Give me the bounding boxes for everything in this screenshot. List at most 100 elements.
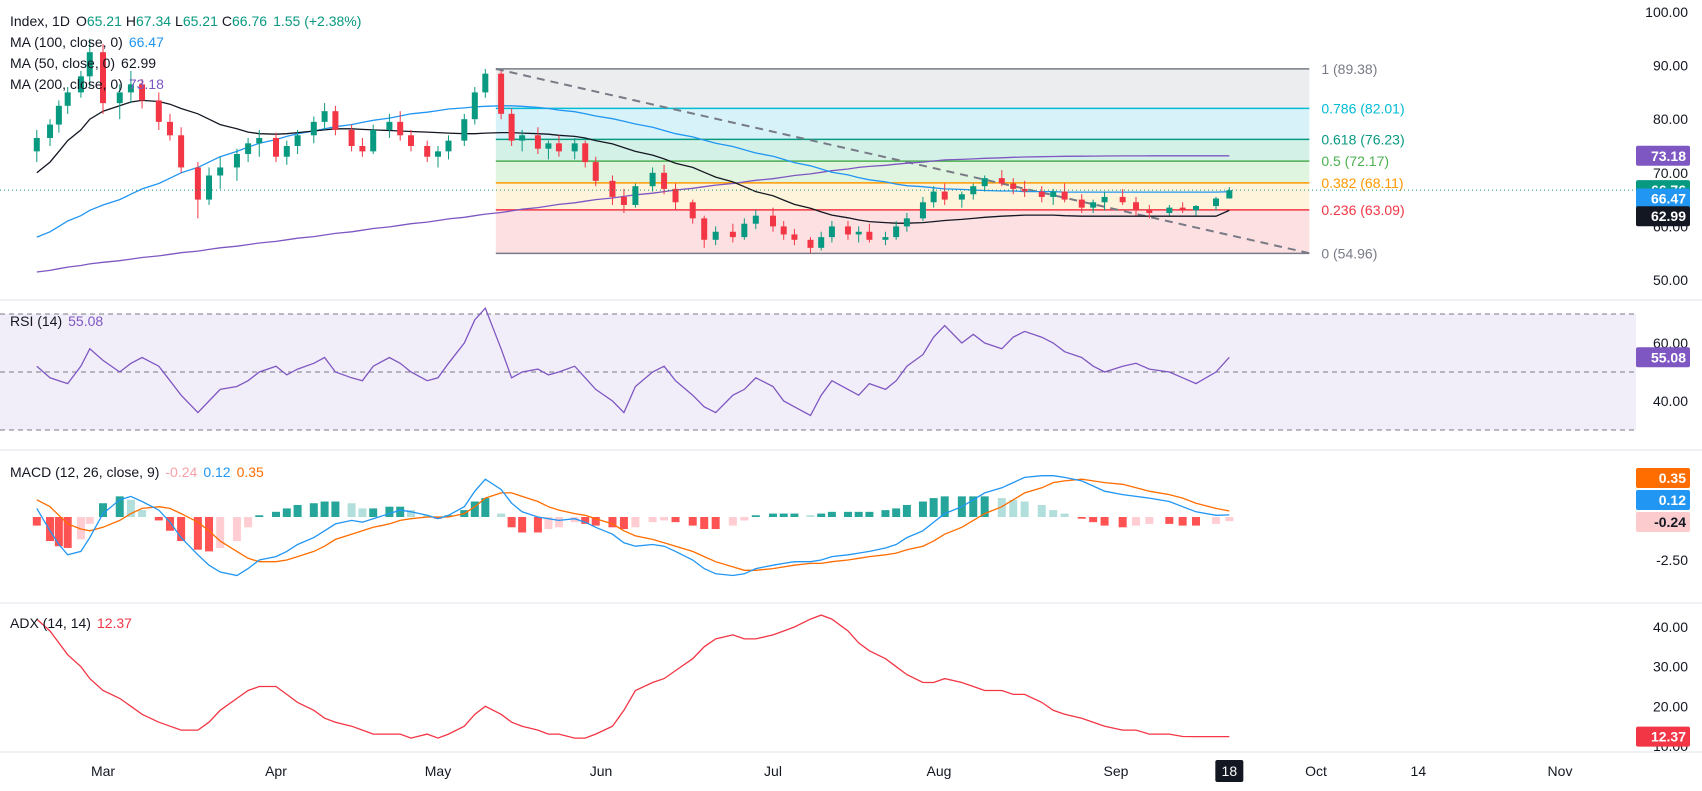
macd-hist-bar <box>177 517 186 542</box>
candle-body <box>116 92 123 104</box>
candle-body <box>482 73 489 93</box>
candle-body <box>1179 207 1186 211</box>
macd-hist-bar <box>817 513 826 517</box>
fib-level-label: 0 (54.96) <box>1321 245 1377 261</box>
candle-body <box>294 135 301 146</box>
ma50-price-badge-label: 62.99 <box>1651 208 1686 224</box>
macd-hist-bar <box>423 515 432 517</box>
candle-body <box>435 151 441 157</box>
macd-legend-part: MACD (12, 26, close, 9) <box>10 464 159 480</box>
macd-hist-bar <box>232 517 241 542</box>
candle-body <box>807 239 814 248</box>
main-legend-part: 65.21 <box>87 13 122 29</box>
main-legend-part: Index, 1D <box>10 13 70 29</box>
candle-body <box>649 172 656 187</box>
macd-hist-bar <box>969 496 978 517</box>
ma200-price-badge <box>1636 145 1690 166</box>
candle-body <box>661 172 668 189</box>
macd-hist-bar <box>581 517 590 524</box>
candle-body <box>321 111 328 122</box>
ma100-legend-part: 66.47 <box>129 34 164 50</box>
candle-body <box>1078 199 1085 208</box>
rsi-tick-label: 40.00 <box>1653 393 1688 409</box>
candle-body <box>498 73 505 114</box>
macd-hist-bar <box>997 498 1006 517</box>
ma200-legend-part: MA (200, close, 0) <box>10 76 123 92</box>
macd-hist-bar <box>1118 517 1127 528</box>
candle-body <box>1119 196 1126 203</box>
time-tick-label: Nov <box>1548 763 1573 779</box>
macd-hist-bar <box>54 517 63 547</box>
candles <box>33 38 1233 254</box>
macd-hist-bar <box>32 517 41 526</box>
candle-body <box>741 223 748 238</box>
macd-hist-bar <box>396 506 405 517</box>
macd-hist-bar <box>881 510 890 517</box>
macd-hist-bar <box>272 511 280 517</box>
candle-body <box>970 186 977 195</box>
candle-body <box>818 237 825 248</box>
candle-body <box>33 137 40 152</box>
macd-hist-bar <box>711 517 720 530</box>
fib-zone <box>495 139 1310 162</box>
macd-hist-bar <box>865 511 874 517</box>
fib-level-label: 0.786 (82.01) <box>1321 100 1404 116</box>
macd-hist-bar <box>205 517 214 552</box>
ma100-legend-part: MA (100, close, 0) <box>10 34 123 50</box>
macd-hist-bar <box>1100 517 1109 526</box>
candle-body <box>752 215 759 224</box>
candle-body <box>471 92 478 120</box>
candle-body <box>1166 207 1173 213</box>
candle-body <box>508 113 515 141</box>
macd-hist-bar <box>293 504 302 517</box>
macd-hist-bar <box>980 496 989 517</box>
macd-hist-bar <box>619 517 628 530</box>
candle-body <box>1226 190 1233 199</box>
macd-hist-bar <box>918 501 927 517</box>
ma100-price-badge <box>1636 188 1690 209</box>
macd-hist-bar <box>688 517 697 526</box>
price-tick-label: 70.00 <box>1653 165 1688 181</box>
fib-level-label: 0.382 (68.11) <box>1321 175 1403 191</box>
candle-body <box>47 124 54 138</box>
macd-signal-badge <box>1636 468 1690 488</box>
macd-hist-bar <box>769 513 777 517</box>
candle-body <box>941 191 948 200</box>
macd-hist-bar <box>320 501 329 517</box>
time-tick-label: 18 <box>1222 763 1238 779</box>
macd-hist-bar <box>99 503 107 517</box>
candle-body <box>998 178 1005 184</box>
candle-body <box>139 84 146 101</box>
macd-histogram <box>32 496 1234 552</box>
candle-body <box>1213 198 1219 207</box>
candle-body <box>534 135 541 149</box>
macd-hist-bar <box>827 511 836 517</box>
main-legend-part: 67.34 <box>136 13 171 29</box>
ma100-line <box>36 105 1230 238</box>
candle-body <box>445 140 452 152</box>
time-tick-label: May <box>425 763 451 779</box>
adx-line <box>36 614 1230 739</box>
candle-body <box>386 121 393 130</box>
candle-body <box>770 215 776 227</box>
candle-body <box>689 202 696 219</box>
adx-tick-label: 20.00 <box>1653 698 1688 714</box>
candle-body <box>582 143 589 163</box>
macd-hist-bar <box>940 496 949 517</box>
macd-badge-label: 0.12 <box>1659 492 1686 508</box>
candle-body <box>370 129 377 152</box>
candle-body <box>245 143 252 155</box>
time-tick-label: Apr <box>265 763 287 779</box>
macd-hist-bar <box>1077 517 1086 519</box>
candle-body <box>632 186 639 205</box>
fib-zone <box>495 68 1310 109</box>
macd-hist-bar <box>46 517 55 542</box>
fib-level-label: 1 (89.38) <box>1321 61 1377 77</box>
adx-badge-label: 12.37 <box>1651 729 1686 745</box>
rsi-legend-part: RSI (14) <box>10 313 62 329</box>
macd-hist-bar <box>282 508 291 517</box>
macd-hist-bar <box>631 517 640 528</box>
macd-hist-bar <box>1212 517 1220 524</box>
time-tick-label: Jun <box>590 763 613 779</box>
